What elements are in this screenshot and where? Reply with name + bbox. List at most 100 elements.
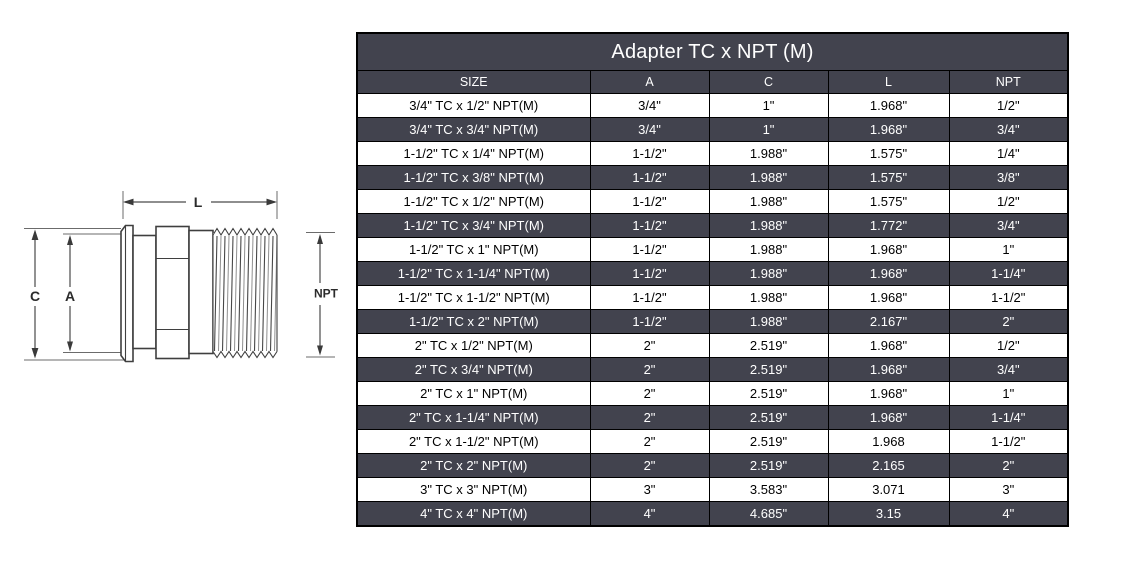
value-cell: 3.583": [708, 477, 829, 502]
value-cell: 1": [948, 237, 1069, 262]
value-cell: 1/4": [948, 141, 1069, 166]
value-cell: 3/8": [948, 165, 1069, 190]
value-cell: 2": [589, 381, 710, 406]
npt-threads: [212, 227, 278, 359]
size-cell: 1-1/2" TC x 1-1/4" NPT(M): [356, 261, 591, 286]
table-row: 4" TC x 4" NPT(M) 4" 4.685" 3.15 4": [356, 501, 1069, 527]
dim-label-npt: NPT: [314, 287, 339, 301]
table-row: 1-1/2" TC x 3/8" NPT(M) 1-1/2" 1.988" 1.575…: [356, 165, 1069, 190]
tc-ferrule: [120, 224, 134, 363]
value-cell: 3/4": [589, 117, 710, 142]
value-cell: 1.968": [827, 237, 950, 262]
size-cell: 1-1/2" TC x 3/4" NPT(M): [356, 213, 591, 238]
value-cell: 1": [948, 381, 1069, 406]
table-row: 1-1/2" TC x 3/4" NPT(M) 1-1/2" 1.988" 1.772…: [356, 213, 1069, 238]
value-cell: 2": [948, 309, 1069, 334]
size-cell: 1-1/2" TC x 3/8" NPT(M): [356, 165, 591, 190]
value-cell: 1/2": [948, 93, 1069, 118]
value-cell: 1-1/2": [948, 285, 1069, 310]
size-cell: 2" TC x 1-1/2" NPT(M): [356, 429, 591, 454]
dimension-c: C: [24, 228, 133, 361]
value-cell: 3.071: [827, 477, 950, 502]
value-cell: 1.575": [827, 189, 950, 214]
value-cell: 1.968": [827, 357, 950, 382]
value-cell: 2.165: [827, 453, 950, 478]
value-cell: 1-1/2": [589, 165, 710, 190]
table-row: 1-1/2" TC x 1-1/2" NPT(M) 1-1/2" 1.988" 1.9…: [356, 285, 1069, 310]
table-row: 2" TC x 3/4" NPT(M) 2" 2.519" 1.968" 3/4": [356, 357, 1069, 382]
value-cell: 3/4": [948, 213, 1069, 238]
value-cell: 2": [589, 429, 710, 454]
value-cell: 1": [708, 117, 829, 142]
size-cell: 3/4" TC x 1/2" NPT(M): [356, 93, 591, 118]
value-cell: 2": [948, 453, 1069, 478]
value-cell: 2.519": [708, 381, 829, 406]
value-cell: 3": [948, 477, 1069, 502]
neck-section: [132, 234, 157, 350]
column-header-npt: NPT: [948, 70, 1069, 94]
table-title-row: Adapter TC x NPT (M): [356, 32, 1069, 71]
value-cell: 1.968: [827, 429, 950, 454]
value-cell: 1.968": [827, 117, 950, 142]
value-cell: 1-1/4": [948, 405, 1069, 430]
value-cell: 1.968": [827, 261, 950, 286]
table-row: 1-1/2" TC x 2" NPT(M) 1-1/2" 1.988" 2.167" 2…: [356, 309, 1069, 334]
table-row: 3/4" TC x 3/4" NPT(M) 3/4" 1" 1.968" 3/4": [356, 117, 1069, 142]
fitting-body: [120, 224, 278, 363]
size-cell: 1-1/2" TC x 1-1/2" NPT(M): [356, 285, 591, 310]
value-cell: 4.685": [708, 501, 829, 527]
value-cell: 1-1/2": [948, 429, 1069, 454]
value-cell: 1-1/2": [589, 189, 710, 214]
table-title: Adapter TC x NPT (M): [356, 32, 1069, 71]
value-cell: 2.167": [827, 309, 950, 334]
value-cell: 3/4": [948, 357, 1069, 382]
value-cell: 1-1/2": [589, 285, 710, 310]
size-cell: 1-1/2" TC x 1/4" NPT(M): [356, 141, 591, 166]
value-cell: 1.988": [708, 237, 829, 262]
value-cell: 1.968": [827, 381, 950, 406]
table-row: 3/4" TC x 1/2" NPT(M) 3/4" 1" 1.968" 1/2": [356, 93, 1069, 118]
value-cell: 1.968": [827, 93, 950, 118]
value-cell: 1.968": [827, 333, 950, 358]
value-cell: 2": [589, 357, 710, 382]
value-cell: 2.519": [708, 405, 829, 430]
value-cell: 1.988": [708, 165, 829, 190]
size-cell: 2" TC x 3/4" NPT(M): [356, 357, 591, 382]
value-cell: 2.519": [708, 357, 829, 382]
dim-label-a: A: [65, 288, 75, 304]
size-cell: 2" TC x 1/2" NPT(M): [356, 333, 591, 358]
size-cell: 3/4" TC x 3/4" NPT(M): [356, 117, 591, 142]
table-header-row: SIZE A C L NPT: [356, 70, 1069, 94]
value-cell: 3.15: [827, 501, 950, 527]
table-body: 3/4" TC x 1/2" NPT(M) 3/4" 1" 1.968" 1/2" 3/4…: [356, 93, 1069, 527]
size-cell: 1-1/2" TC x 2" NPT(M): [356, 309, 591, 334]
value-cell: 3/4": [589, 93, 710, 118]
size-cell: 3" TC x 3" NPT(M): [356, 477, 591, 502]
table-row: 2" TC x 1" NPT(M) 2" 2.519" 1.968" 1": [356, 381, 1069, 406]
size-cell: 1-1/2" TC x 1" NPT(M): [356, 237, 591, 262]
value-cell: 2": [589, 405, 710, 430]
value-cell: 1.988": [708, 141, 829, 166]
table-row: 2" TC x 1-1/2" NPT(M) 2" 2.519" 1.968 1-1/2": [356, 429, 1069, 454]
value-cell: 2.519": [708, 429, 829, 454]
value-cell: 1-1/2": [589, 261, 710, 286]
table-row: 1-1/2" TC x 1/4" NPT(M) 1-1/2" 1.988" 1.575…: [356, 141, 1069, 166]
table-row: 2" TC x 2" NPT(M) 2" 2.519" 2.165 2": [356, 453, 1069, 478]
value-cell: 4": [948, 501, 1069, 527]
size-cell: 2" TC x 1" NPT(M): [356, 381, 591, 406]
value-cell: 2.519": [708, 333, 829, 358]
table-row: 1-1/2" TC x 1-1/4" NPT(M) 1-1/2" 1.988" 1.9…: [356, 261, 1069, 286]
value-cell: 1.988": [708, 213, 829, 238]
fitting-diagram: L C A NPT: [24, 191, 339, 363]
size-cell: 2" TC x 1-1/4" NPT(M): [356, 405, 591, 430]
value-cell: 1": [708, 93, 829, 118]
cylinder-section: [188, 229, 214, 355]
value-cell: 1.575": [827, 141, 950, 166]
value-cell: 1.575": [827, 165, 950, 190]
value-cell: 1-1/2": [589, 213, 710, 238]
value-cell: 2.519": [708, 453, 829, 478]
value-cell: 4": [589, 501, 710, 527]
size-cell: 1-1/2" TC x 1/2" NPT(M): [356, 189, 591, 214]
table-row: 1-1/2" TC x 1/2" NPT(M) 1-1/2" 1.988" 1.575…: [356, 189, 1069, 214]
